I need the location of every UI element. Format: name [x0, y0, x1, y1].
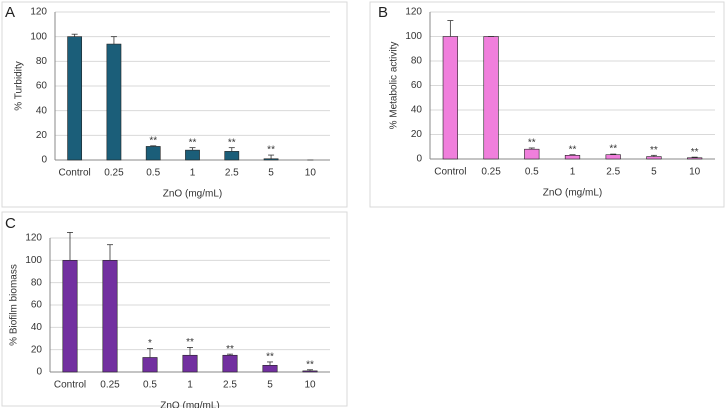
y-tick-label: 60 [36, 81, 48, 92]
significance-marker: ** [528, 138, 536, 149]
x-tick-label: 2.5 [223, 380, 237, 391]
x-axis-label: ZnO (mg/mL) [543, 188, 602, 199]
bar [185, 149, 200, 161]
y-tick-label: 0 [416, 154, 422, 165]
y-tick-label: 60 [411, 80, 423, 91]
bar [442, 36, 458, 160]
x-tick-label: 10 [305, 168, 317, 179]
y-tick-label: 40 [411, 105, 423, 116]
x-tick-label: 2.5 [606, 167, 620, 178]
x-axis-label: ZnO (mg/mL) [160, 401, 219, 408]
significance-marker: ** [569, 144, 577, 155]
y-axis-label: % Biofilm biomass [9, 264, 20, 346]
bar [145, 146, 161, 161]
bar [687, 157, 703, 160]
significance-marker: ** [228, 137, 236, 148]
y-tick-label: 0 [41, 155, 47, 166]
bar [222, 354, 238, 373]
panel-frame [1, 1, 348, 208]
y-tick-label: 120 [405, 7, 422, 18]
x-tick-label: Control [59, 168, 91, 179]
bar [102, 260, 118, 373]
bar [62, 260, 78, 373]
x-tick-label: Control [54, 380, 86, 391]
y-tick-label: 20 [411, 129, 423, 140]
y-axis-label: % Turbidity [14, 61, 25, 110]
bar [524, 148, 540, 160]
bar [224, 151, 240, 161]
significance-marker: ** [306, 359, 314, 370]
significance-marker: * [148, 338, 152, 349]
x-tick-label: 1 [570, 167, 576, 178]
bar [302, 370, 318, 373]
panel-frame [1, 211, 348, 407]
significance-marker: ** [691, 147, 699, 158]
bar [483, 36, 499, 160]
x-tick-label: 10 [304, 380, 316, 391]
significance-marker: ** [650, 145, 658, 156]
y-tick-label: 40 [36, 105, 48, 116]
panel-frame [369, 1, 725, 208]
bar [605, 154, 621, 160]
x-tick-label: Control [434, 167, 466, 178]
y-tick-label: 100 [25, 255, 42, 266]
y-tick-label: 0 [36, 367, 42, 378]
x-tick-label: 5 [651, 167, 657, 178]
significance-marker: ** [149, 135, 157, 146]
x-tick-label: 0.25 [100, 380, 120, 391]
x-tick-label: 10 [689, 167, 701, 178]
bar [646, 156, 662, 160]
x-axis-label: ZnO (mg/mL) [163, 189, 222, 200]
significance-marker: ** [226, 344, 234, 355]
bar [67, 36, 83, 161]
x-tick-label: 1 [190, 168, 196, 179]
x-tick-label: 0.5 [525, 167, 539, 178]
bar [262, 364, 278, 373]
x-tick-label: 0.25 [481, 167, 501, 178]
panel-label: A [5, 4, 15, 21]
panel-label: C [5, 215, 16, 232]
bar [106, 43, 122, 161]
y-tick-label: 20 [31, 344, 43, 355]
significance-marker: ** [609, 144, 617, 155]
bar [182, 354, 198, 373]
bar [142, 357, 158, 373]
y-tick-label: 80 [36, 56, 48, 67]
y-tick-label: 20 [36, 130, 48, 141]
y-tick-label: 100 [30, 31, 47, 42]
y-tick-label: 60 [31, 300, 43, 311]
y-tick-label: 100 [405, 31, 422, 42]
y-tick-label: 120 [25, 233, 42, 244]
y-tick-label: 80 [31, 277, 43, 288]
significance-marker: ** [267, 145, 275, 156]
x-tick-label: 0.5 [143, 380, 157, 391]
x-tick-label: 5 [268, 168, 274, 179]
bar [263, 158, 279, 161]
x-tick-label: 2.5 [225, 168, 239, 179]
y-axis-label: % Metabolic activity [389, 42, 400, 130]
bar [564, 155, 581, 160]
x-tick-label: 5 [267, 380, 273, 391]
y-tick-label: 80 [411, 56, 423, 67]
x-tick-label: 0.25 [104, 168, 124, 179]
x-tick-label: 0.5 [146, 168, 160, 179]
y-tick-label: 120 [30, 7, 47, 18]
significance-marker: ** [189, 137, 197, 148]
significance-marker: ** [266, 352, 274, 363]
x-tick-label: 1 [187, 380, 193, 391]
y-tick-label: 40 [31, 322, 43, 333]
panel-label: B [378, 4, 388, 21]
significance-marker: ** [186, 337, 194, 348]
